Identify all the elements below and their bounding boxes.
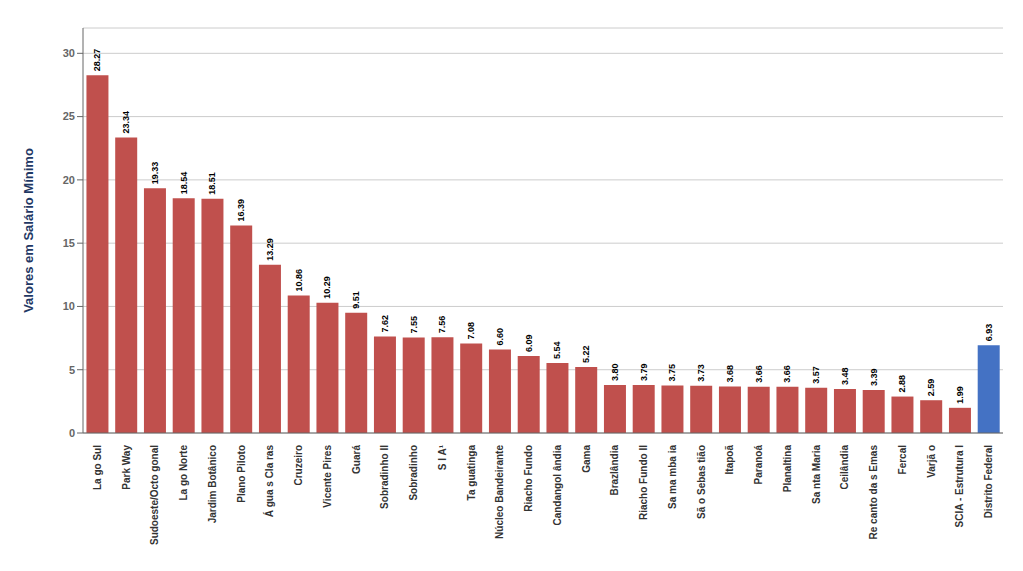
svg-text:Sudoeste/Octo gonal: Sudoeste/Octo gonal <box>149 445 160 545</box>
svg-text:5.54: 5.54 <box>552 341 562 359</box>
svg-text:La go Sul: La go Sul <box>92 445 103 490</box>
svg-text:7.62: 7.62 <box>380 315 390 333</box>
svg-text:3.57: 3.57 <box>811 366 821 384</box>
svg-text:3.68: 3.68 <box>725 365 735 383</box>
svg-text:Sobradinho: Sobradinho <box>408 445 419 501</box>
svg-text:Candangol ândia: Candangol ândia <box>552 445 563 526</box>
svg-text:Paranoá: Paranoá <box>753 445 764 485</box>
svg-text:Gama: Gama <box>581 445 592 473</box>
svg-text:3.80: 3.80 <box>610 363 620 381</box>
svg-text:2.59: 2.59 <box>926 379 936 397</box>
svg-text:Itapoã: Itapoã <box>724 445 735 475</box>
svg-text:13.29: 13.29 <box>265 238 275 261</box>
svg-text:30: 30 <box>63 47 75 59</box>
svg-text:Sa nta Maria: Sa nta Maria <box>811 445 822 504</box>
svg-text:20: 20 <box>63 174 75 186</box>
svg-text:28.27: 28.27 <box>92 49 102 72</box>
svg-text:3.48: 3.48 <box>840 367 850 385</box>
svg-text:S I A¹: S I A¹ <box>437 444 448 470</box>
svg-text:Sobradinho II: Sobradinho II <box>379 445 390 509</box>
svg-text:Valores em Salário Mínimo: Valores em Salário Mínimo <box>21 148 36 313</box>
svg-text:Á gua s Cla ras: Á gua s Cla ras <box>263 445 275 518</box>
svg-text:Núcleo Bandeirante: Núcleo Bandeirante <box>494 445 505 539</box>
svg-text:2.88: 2.88 <box>897 375 907 393</box>
svg-text:25: 25 <box>63 110 75 122</box>
svg-text:3.66: 3.66 <box>754 365 764 383</box>
svg-text:Cruzeiro: Cruzeiro <box>293 445 304 486</box>
svg-text:Sã o Sebas tião: Sã o Sebas tião <box>696 445 707 519</box>
svg-text:3.75: 3.75 <box>667 364 677 382</box>
svg-text:3.39: 3.39 <box>869 369 879 387</box>
svg-text:Vicente Pires: Vicente Pires <box>322 445 333 508</box>
svg-text:Jardim Botânico: Jardim Botânico <box>207 445 218 523</box>
svg-text:Plano Piloto: Plano Piloto <box>236 445 247 503</box>
svg-text:7.55: 7.55 <box>409 316 419 334</box>
svg-text:Sa ma mba ia: Sa ma mba ia <box>667 445 678 509</box>
svg-text:Guará: Guará <box>351 445 362 474</box>
svg-text:0: 0 <box>69 427 75 439</box>
svg-text:7.56: 7.56 <box>437 316 447 334</box>
svg-text:Ta guatinga: Ta guatinga <box>466 445 477 501</box>
svg-text:La go Norte: La go Norte <box>178 445 189 501</box>
svg-text:18.54: 18.54 <box>179 172 189 195</box>
svg-text:SCIA - Estrutura I: SCIA - Estrutura I <box>954 445 965 528</box>
svg-text:19.33: 19.33 <box>150 162 160 185</box>
svg-text:18.51: 18.51 <box>207 172 217 195</box>
svg-text:5.22: 5.22 <box>581 345 591 363</box>
svg-text:10.86: 10.86 <box>294 269 304 292</box>
svg-text:3.73: 3.73 <box>696 364 706 382</box>
svg-text:3.66: 3.66 <box>782 365 792 383</box>
svg-text:10.29: 10.29 <box>322 276 332 299</box>
svg-text:1.99: 1.99 <box>955 386 965 404</box>
svg-text:Re canto da s Emas: Re canto da s Emas <box>868 445 879 540</box>
svg-text:7.08: 7.08 <box>466 322 476 340</box>
svg-text:3.79: 3.79 <box>639 364 649 382</box>
svg-text:Varjã o: Varjã o <box>926 445 937 478</box>
svg-text:6.09: 6.09 <box>524 334 534 352</box>
svg-text:Brazlândia: Brazlândia <box>609 445 620 496</box>
svg-text:10: 10 <box>63 300 75 312</box>
svg-text:6.93: 6.93 <box>984 324 994 342</box>
svg-text:Ceilândia: Ceilândia <box>839 445 850 490</box>
svg-text:9.51: 9.51 <box>351 291 361 309</box>
svg-text:6.60: 6.60 <box>495 328 505 346</box>
svg-text:Park Way: Park Way <box>121 445 132 490</box>
svg-text:Riacho Fundo II: Riacho Fundo II <box>638 445 649 520</box>
svg-text:16.39: 16.39 <box>236 199 246 222</box>
svg-text:Fercal: Fercal <box>897 445 908 475</box>
svg-text:23.34: 23.34 <box>121 111 131 134</box>
svg-text:Riacho Fundo: Riacho Fundo <box>523 445 534 512</box>
svg-text:5: 5 <box>69 364 75 376</box>
svg-text:Distrito Federal: Distrito Federal <box>983 445 994 519</box>
svg-text:Planaltina: Planaltina <box>782 445 793 493</box>
svg-text:15: 15 <box>63 237 75 249</box>
